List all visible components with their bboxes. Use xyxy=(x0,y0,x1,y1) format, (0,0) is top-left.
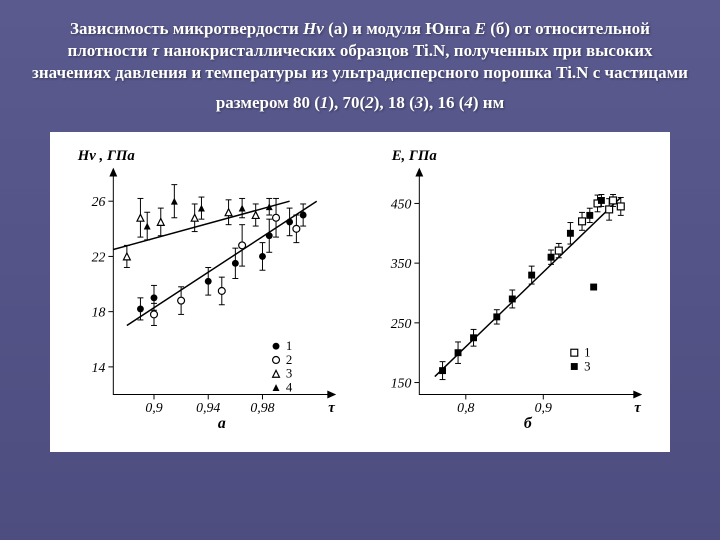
svg-text:350: 350 xyxy=(390,256,412,271)
svg-text:0,98: 0,98 xyxy=(250,401,274,416)
slide: Зависимость микротвердости Hν (а) и моду… xyxy=(0,0,720,540)
svg-text:26: 26 xyxy=(92,195,106,210)
svg-text:0,9: 0,9 xyxy=(145,401,162,416)
slide-title: Зависимость микротвердости Hν (а) и моду… xyxy=(32,18,688,84)
panel-b: 0,8 0,9 150 250 350 450 E, ГПа τ б 13 xyxy=(370,142,656,432)
svg-text:250: 250 xyxy=(391,316,412,331)
panel-a: 0,9 0,94 0,98 14 18 22 26 Hν , ГПа τ а 1234 xyxy=(64,142,350,432)
svg-text:14: 14 xyxy=(92,360,106,375)
svg-text:2: 2 xyxy=(286,353,292,367)
slide-subtitle: размером 80 (1), 70(2), 18 (3), 16 (4) н… xyxy=(32,92,688,114)
svg-text:1: 1 xyxy=(286,339,292,353)
svg-text:1: 1 xyxy=(584,346,590,360)
svg-text:E, ГПа: E, ГПа xyxy=(391,148,438,164)
svg-text:0,94: 0,94 xyxy=(196,401,220,416)
svg-text:0,8: 0,8 xyxy=(457,401,474,416)
svg-text:Hν , ГПа: Hν , ГПа xyxy=(77,148,136,164)
charts-container: 0,90,940,9814182226Hν , ГПаτа1234 0,80,9… xyxy=(50,132,670,452)
svg-text:3: 3 xyxy=(584,360,590,374)
svg-text:4: 4 xyxy=(286,381,293,395)
svg-text:150: 150 xyxy=(391,376,412,391)
svg-text:3: 3 xyxy=(286,367,292,381)
svg-text:τ: τ xyxy=(328,401,335,417)
svg-text:22: 22 xyxy=(92,250,106,265)
svg-text:б: б xyxy=(524,415,533,432)
svg-text:18: 18 xyxy=(92,305,106,320)
svg-text:450: 450 xyxy=(391,197,412,212)
svg-text:0,9: 0,9 xyxy=(535,401,552,416)
svg-text:τ: τ xyxy=(634,401,641,417)
svg-text:а: а xyxy=(218,415,226,432)
